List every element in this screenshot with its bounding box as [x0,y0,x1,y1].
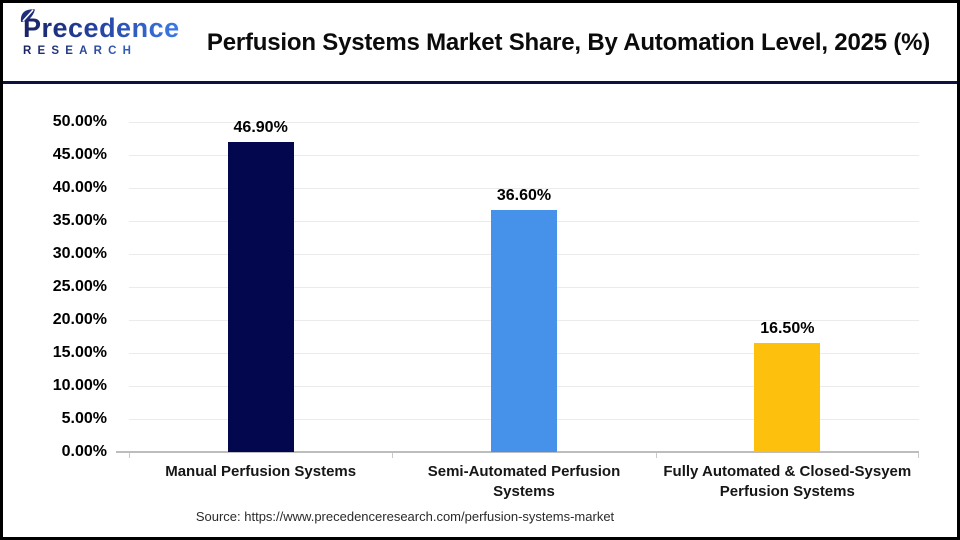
y-tick-label: 20.00% [52,311,107,328]
y-tick-label: 45.00% [52,146,107,163]
precedence-logo: Precedence RESEARCH [20,9,180,57]
gridline [129,122,919,123]
x-category-label: Fully Automated & Closed-Sysyem Perfusio… [663,463,912,500]
y-tick-label: 5.00% [61,410,107,427]
leaf-icon [20,9,35,22]
gridline [129,188,919,189]
plot-area: 46.90% 36.60% 16.50% [116,119,919,458]
source-text: Source: https://www.precedenceresearch.c… [195,509,615,524]
bar-2 [491,210,557,452]
y-tick-label: 40.00% [52,179,107,196]
logo-wordmark: Precedence [23,13,180,43]
bar-value-label: 36.60% [496,187,552,205]
bar-3 [754,343,821,452]
axis-tick [129,453,130,458]
x-axis-labels: Manual Perfusion Systems Semi-Automated P… [129,462,919,502]
header-divider [3,81,957,84]
bar-value-label: 46.90% [233,119,288,137]
y-tick-label: 25.00% [52,278,107,295]
gridline [129,155,919,156]
x-category-label: Manual Perfusion Systems [165,463,357,480]
y-tick-label: 50.00% [52,113,107,130]
y-tick-label: 35.00% [52,212,107,229]
y-axis-labels: 0.00% 5.00% 10.00% 15.00% 20.00% 25.00% 30.00%… [3,113,107,460]
y-tick-label: 15.00% [52,344,107,361]
bar-value-label: 16.50% [760,320,815,338]
axis-tick [392,453,394,458]
chart-title: Perfusion Systems Market Share, By Autom… [206,29,931,56]
axis-tick [918,453,919,458]
y-tick-label: 0.00% [61,443,107,460]
x-axis-line [116,451,919,453]
y-tick-label: 10.00% [52,377,107,394]
axis-tick [655,453,657,458]
x-category-label: Semi-Automated Perfusion Systems [427,463,621,500]
logo-research-label: RESEARCH [23,45,180,57]
bar-1 [227,142,294,452]
y-tick-label: 30.00% [52,245,107,262]
